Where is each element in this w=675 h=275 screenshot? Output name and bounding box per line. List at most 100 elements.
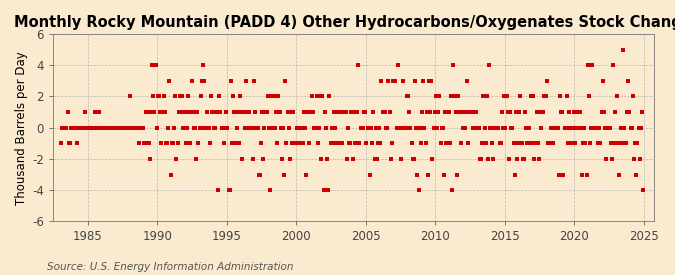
Point: [256, 110, 267, 114]
Point: [170, 94, 181, 99]
Point: [342, 157, 352, 161]
Point: [545, 125, 556, 130]
Point: [541, 94, 551, 99]
Point: [155, 110, 165, 114]
Point: [492, 125, 503, 130]
Point: [521, 125, 532, 130]
Point: [350, 141, 361, 145]
Point: [62, 110, 73, 114]
Point: [471, 110, 482, 114]
Point: [240, 79, 251, 83]
Point: [428, 125, 439, 130]
Point: [190, 125, 200, 130]
Point: [154, 94, 165, 99]
Point: [412, 172, 423, 177]
Point: [609, 141, 620, 145]
Point: [479, 125, 490, 130]
Point: [554, 94, 565, 99]
Point: [169, 125, 180, 130]
Point: [552, 125, 563, 130]
Point: [237, 157, 248, 161]
Point: [486, 141, 497, 145]
Point: [214, 94, 225, 99]
Point: [395, 125, 406, 130]
Point: [371, 125, 381, 130]
Point: [557, 110, 568, 114]
Point: [316, 157, 327, 161]
Point: [77, 125, 88, 130]
Point: [507, 125, 518, 130]
Point: [502, 110, 513, 114]
Point: [207, 110, 218, 114]
Point: [528, 94, 539, 99]
Point: [277, 157, 288, 161]
Point: [576, 172, 587, 177]
Point: [460, 125, 470, 130]
Point: [539, 94, 550, 99]
Point: [259, 125, 270, 130]
Point: [440, 110, 451, 114]
Point: [206, 94, 217, 99]
Point: [273, 94, 284, 99]
Point: [426, 79, 437, 83]
Point: [286, 110, 296, 114]
Point: [449, 94, 460, 99]
Point: [224, 188, 235, 192]
Point: [97, 125, 108, 130]
Point: [294, 141, 304, 145]
Point: [369, 157, 380, 161]
Point: [75, 125, 86, 130]
Point: [109, 125, 120, 130]
Point: [156, 141, 167, 145]
Point: [67, 125, 78, 130]
Point: [248, 79, 259, 83]
Point: [83, 125, 94, 130]
Point: [601, 157, 612, 161]
Point: [347, 157, 358, 161]
Point: [587, 63, 598, 67]
Point: [332, 141, 343, 145]
Point: [98, 125, 109, 130]
Point: [219, 141, 230, 145]
Point: [505, 110, 516, 114]
Point: [135, 125, 146, 130]
Point: [537, 110, 548, 114]
Point: [198, 63, 209, 67]
Point: [141, 110, 152, 114]
Point: [404, 110, 414, 114]
Point: [114, 125, 125, 130]
Point: [317, 94, 328, 99]
Point: [306, 94, 317, 99]
Point: [493, 125, 504, 130]
Point: [390, 79, 401, 83]
Point: [167, 141, 178, 145]
Point: [264, 125, 275, 130]
Point: [205, 141, 215, 145]
Point: [201, 110, 212, 114]
Point: [104, 125, 115, 130]
Point: [133, 125, 144, 130]
Point: [334, 110, 345, 114]
Point: [111, 125, 122, 130]
Point: [266, 94, 277, 99]
Point: [140, 141, 151, 145]
Point: [222, 125, 233, 130]
Point: [292, 125, 302, 130]
Point: [523, 125, 534, 130]
Point: [296, 125, 307, 130]
Point: [157, 110, 168, 114]
Point: [313, 141, 323, 145]
Point: [452, 94, 463, 99]
Point: [460, 110, 471, 114]
Point: [414, 125, 425, 130]
Point: [144, 157, 155, 161]
Point: [636, 125, 647, 130]
Point: [183, 94, 194, 99]
Point: [512, 157, 522, 161]
Point: [447, 188, 458, 192]
Point: [151, 63, 161, 67]
Point: [612, 94, 622, 99]
Point: [176, 110, 186, 114]
Point: [367, 141, 377, 145]
Point: [325, 141, 336, 145]
